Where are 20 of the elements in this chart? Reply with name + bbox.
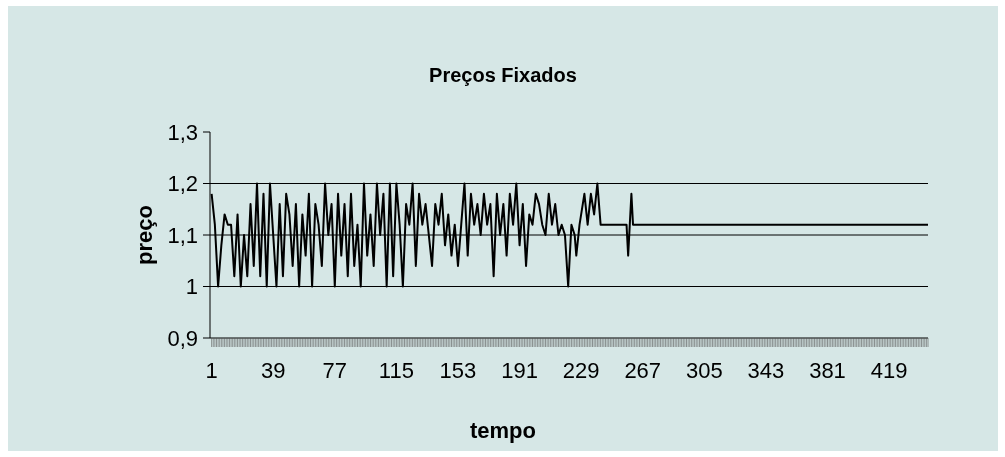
x-tick-label: 229 (562, 358, 600, 383)
x-tick-label: 191 (501, 358, 538, 383)
x-tick-label: 305 (685, 358, 723, 383)
x-tick-label: 419 (870, 358, 908, 383)
chart-title: Preços Fixados (429, 64, 577, 86)
x-tick-label: 39 (260, 358, 286, 383)
x-tick-label: 381 (809, 358, 846, 383)
y-axis-title: preço (132, 205, 157, 265)
x-tick-label: 267 (624, 358, 662, 383)
y-tick-label: 1,1 (167, 222, 198, 248)
x-tick-label: 77 (322, 358, 348, 383)
y-tick-label: 1,2 (167, 171, 198, 197)
y-tick-label: 0,9 (167, 325, 198, 351)
y-tick-label: 1,3 (167, 119, 198, 145)
x-tick-label: 1 (205, 358, 218, 383)
x-axis-title: tempo (470, 418, 536, 443)
x-tick-label: 115 (378, 358, 414, 383)
y-tick-label: 1 (185, 274, 198, 300)
x-tick-label: 343 (747, 358, 785, 383)
x-tick-label: 153 (439, 358, 477, 383)
